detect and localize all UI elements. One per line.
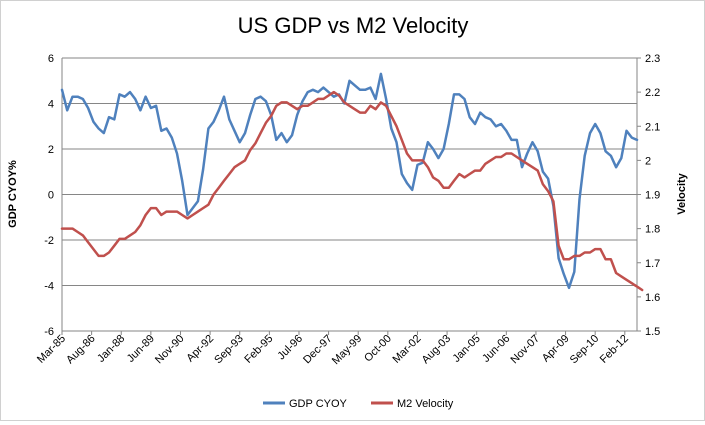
y-tick-label: 0 xyxy=(48,190,54,202)
x-tick-label: Feb-95 xyxy=(242,333,275,366)
x-tick-label: Aug-86 xyxy=(64,333,98,367)
x-tick-labels: Mar-85Aug-86Jan-88Jun-89Nov-90Apr-92Sep-… xyxy=(35,333,631,367)
x-tick-label: Jun-06 xyxy=(480,333,512,365)
x-tick-label: Nov-90 xyxy=(153,333,187,367)
y-tick-label: -2 xyxy=(44,235,54,247)
y-tick-labels: 6 4 2 0 -2 -4 -6 xyxy=(44,53,54,338)
x-tick-label: Feb-12 xyxy=(598,333,631,366)
y2-tick-label: 2.2 xyxy=(645,87,660,99)
x-tick-label: Jan-05 xyxy=(451,333,483,365)
x-tick-label: Mar-02 xyxy=(390,333,423,366)
axes xyxy=(61,57,641,335)
legend-entry: M2 Velocity xyxy=(371,398,454,410)
x-tick-label: Sep-93 xyxy=(212,333,246,367)
y2-tick-label: 2.1 xyxy=(645,121,660,133)
y2-tick-labels: 2.3 2.2 2.1 2 1.9 1.8 1.7 1.6 1.5 xyxy=(645,53,660,338)
y-tick-label: 4 xyxy=(48,99,54,111)
y2-tick-label: 2.3 xyxy=(645,53,660,65)
y2-tick-label: 1.8 xyxy=(645,224,660,236)
y2-tick-label: 2 xyxy=(645,155,651,167)
y-tick-label: 2 xyxy=(48,144,54,156)
x-tick-label: Sep-10 xyxy=(568,333,602,367)
x-tick-label: Nov-07 xyxy=(508,333,542,367)
x-tick-label: Aug-03 xyxy=(420,333,454,367)
y-tick-label: -6 xyxy=(44,326,54,338)
y-axis-label: GDP CYOY% xyxy=(7,160,19,228)
x-tick-label: Apr-09 xyxy=(540,333,572,365)
series-lines xyxy=(60,72,644,292)
legend-entry: GDP CYOY xyxy=(263,398,348,410)
legend-label: GDP CYOY xyxy=(289,398,348,410)
y-tick-label: 6 xyxy=(48,53,54,65)
x-tick-label: May-99 xyxy=(330,333,364,367)
gridlines xyxy=(62,57,637,332)
x-tick-label: Jun-89 xyxy=(125,333,157,365)
y-tick-label: -4 xyxy=(44,281,54,293)
y2-axis-label: Velocity xyxy=(676,172,688,214)
y2-tick-label: 1.9 xyxy=(645,190,660,202)
legend: GDP CYOY M2 Velocity xyxy=(263,398,454,410)
y2-tick-label: 1.5 xyxy=(645,326,660,338)
y2-tick-label: 1.6 xyxy=(645,292,660,304)
x-tick-label: Apr-92 xyxy=(184,333,216,365)
legend-label: M2 Velocity xyxy=(397,398,454,410)
y2-tick-label: 1.7 xyxy=(645,258,660,270)
x-tick-label: Dec-97 xyxy=(301,333,335,367)
series-line-m2-velocity xyxy=(60,90,644,292)
series-line-gdp-cyoy xyxy=(60,72,639,290)
chart-title: US GDP vs M2 Velocity xyxy=(238,13,469,38)
x-tick-label: Oct-00 xyxy=(362,333,394,365)
x-tick-label: Jan-88 xyxy=(95,333,127,365)
